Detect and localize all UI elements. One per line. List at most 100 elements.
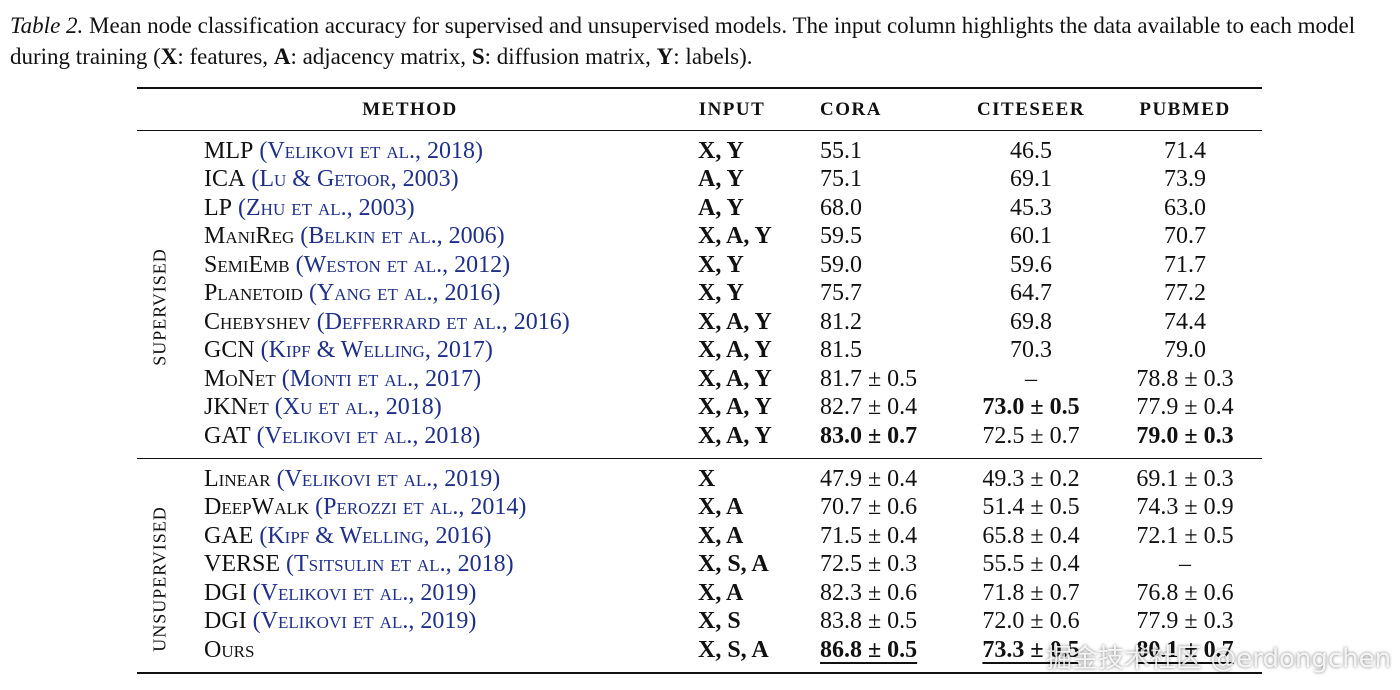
method-cell: DeepWalk (Perozzi et al., 2014) [204,493,526,521]
citation: (Velikovi et al., 2019) [252,579,477,606]
score-cell: 51.4 ± 0.5 [982,494,1080,521]
method-name: ICA [204,166,246,193]
score-cell: 79.0 [1164,337,1206,364]
method-name: LP [204,194,233,221]
score-cell: 60.1 [1010,223,1052,250]
method-cell: MLP (Velikovi et al., 2018) [204,137,483,165]
method-cell: GAE (Kipf & Welling, 2016) [204,522,491,550]
method-cell: ICA (Lu & Getoor, 2003) [204,165,459,193]
score-cell: 72.5 ± 0.3 [820,551,918,578]
score-cell: 74.3 ± 0.9 [1136,494,1234,521]
score-cell: 69.1 ± 0.3 [1136,466,1234,492]
input-cell: X, A, Y [698,422,772,449]
score-cell: 86.8 ± 0.5 [820,636,918,663]
method-cell: GAT (Velikovi et al., 2018) [204,422,480,450]
input-cell: X, A [698,579,744,606]
score-cell: 69.8 [1010,308,1052,335]
citation: (Velikovi et al., 2018) [256,422,481,449]
input-cell: X, A, Y [698,394,772,421]
score-cell: 59.0 [820,251,862,278]
citation: (Monti et al., 2017) [281,365,482,392]
citation: (Lu & Getoor, 2003) [251,166,459,193]
score-cell: 82.7 ± 0.4 [820,394,918,421]
score-cell: 47.9 ± 0.4 [820,466,918,492]
score-cell: 63.0 [1164,194,1206,221]
method-name: SemiEmb [204,251,290,278]
caption: Table 2. Mean node classification accura… [10,10,1400,72]
score-cell: 75.1 [820,166,862,193]
method-cell: GCN (Kipf & Welling, 2017) [204,336,493,364]
caption-label: Table 2. [10,13,84,38]
score-cell: 73.9 [1164,166,1206,193]
bottom-rule [137,672,1262,674]
score-cell: 72.5 ± 0.7 [982,422,1080,449]
input-cell: X, A, Y [698,337,772,364]
score-cell: 71.8 ± 0.7 [982,579,1080,606]
column-header: METHOD [362,99,458,120]
score-cell: 71.4 [1164,138,1206,164]
method-cell: Ours [204,636,254,664]
method-name: DeepWalk [204,494,310,521]
score-cell: 77.9 ± 0.4 [1136,394,1234,421]
method-name: JKNet [204,394,269,421]
caption-text: : features, [177,44,274,69]
method-name: MoNet [204,365,276,392]
input-cell: X, S [698,608,741,635]
score-cell: 59.5 [820,223,862,250]
score-cell: 79.0 ± 0.3 [1136,422,1234,449]
input-cell: X, A, Y [698,308,772,335]
citation: (Perozzi et al., 2014) [315,494,527,521]
score-cell: – [1179,551,1191,578]
score-cell: 74.4 [1164,308,1206,335]
method-cell: MoNet (Monti et al., 2017) [204,365,481,393]
method-name: GAT [204,422,251,449]
input-cell: X, S, A [698,636,769,663]
column-header: CITESEER [976,99,1086,120]
score-cell: 81.2 [820,308,862,335]
watermark: 掘金技术社区 @erdongchen [1046,644,1392,674]
citation: (Velikovi et al., 2019) [252,608,477,635]
method-cell: JKNet (Xu et al., 2018) [204,393,442,421]
citation: (Kipf & Welling, 2016) [259,522,492,549]
method-name: DGI [204,579,247,606]
input-cell: X, Y [698,280,744,307]
score-cell: 77.2 [1164,280,1206,307]
caption-text: X [160,44,178,69]
caption-text: Y [656,44,674,69]
method-name: MLP [204,138,254,164]
citation: (Belkin et al., 2006) [300,223,505,250]
method-cell: ManiReg (Belkin et al., 2006) [204,222,505,250]
method-cell: DGI (Velikovi et al., 2019) [204,607,476,635]
caption-text: : diffusion matrix, [484,44,657,69]
score-cell: 73.3 ± 0.5 [982,636,1080,663]
score-cell: 69.1 [1010,166,1052,193]
input-cell: A, Y [698,194,744,221]
score-cell: 46.5 [1010,138,1052,164]
score-cell: – [1025,365,1037,392]
input-cell: X, Y [698,138,744,164]
method-name: Planetoid [204,280,303,307]
score-cell: 81.5 [820,337,862,364]
input-cell: X, A, Y [698,223,772,250]
top-rule [137,87,1262,89]
input-cell: X, S, A [698,551,769,578]
citation: (Kipf & Welling, 2017) [260,337,493,364]
score-cell: 83.8 ± 0.5 [820,608,918,635]
caption-text: S [471,44,485,69]
input-cell: X, A [698,522,744,549]
score-cell: 73.0 ± 0.5 [982,394,1080,421]
input-cell: X, A [698,494,744,521]
method-name: DGI [204,608,247,635]
group-label: SUPERVISED [149,248,170,367]
citation: (Weston et al., 2012) [295,251,511,278]
citation: (Xu et al., 2018) [274,394,442,421]
citation: (Tsitsulin et al., 2018) [286,551,514,578]
score-cell: 45.3 [1010,194,1052,221]
method-name: Chebyshev [204,308,311,335]
method-name: GCN [204,337,255,364]
citation: (Velikovi et al., 2019) [276,466,501,492]
score-cell: 71.7 [1164,251,1206,278]
caption-text: Mean node classification accuracy for su… [10,13,1356,69]
method-cell: DGI (Velikovi et al., 2019) [204,579,476,607]
score-cell: 49.3 ± 0.2 [982,466,1080,492]
